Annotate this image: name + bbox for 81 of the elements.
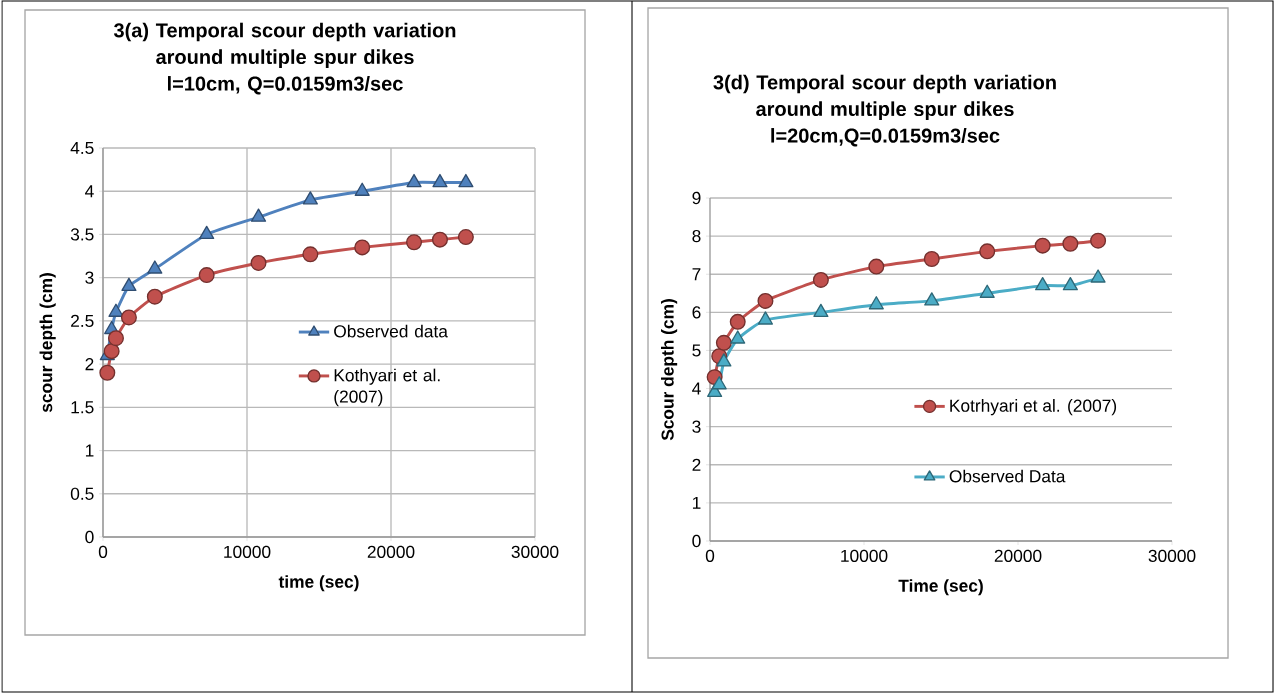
x-tick-label: 30000: [511, 545, 559, 558]
y-tick-label: 0: [692, 534, 701, 548]
point: [147, 260, 163, 274]
y-axis-title: scour depth (cm): [39, 273, 56, 413]
y-axis-title: Scour depth (cm): [661, 299, 678, 441]
point: [1090, 232, 1107, 249]
point: [250, 254, 267, 271]
point: [199, 225, 215, 240]
y-tick-label: 3: [85, 271, 94, 284]
x-tick-label: 30000: [1148, 549, 1196, 562]
x-tick-label: 10000: [224, 545, 271, 558]
y-tick-label: 3: [692, 420, 701, 433]
y-tick-label: 8: [692, 229, 701, 243]
y-tick-label: 2: [85, 358, 94, 371]
point: [924, 292, 940, 306]
x-axis-title: time (sec): [278, 575, 359, 592]
legend-label: Kothyari et al. (2007): [334, 368, 440, 407]
point: [1062, 235, 1079, 252]
y-tick-label: 1: [85, 444, 94, 457]
point: [757, 311, 774, 325]
point: [121, 277, 137, 291]
point: [457, 229, 474, 246]
chart-subtitle: l=10cm, Q=0.0159m3/sec: [167, 76, 403, 95]
point: [431, 231, 448, 248]
y-tick-label: 9: [692, 191, 701, 205]
point: [868, 258, 885, 275]
point: [923, 250, 940, 267]
y-tick-label: 4: [692, 382, 701, 395]
point: [146, 288, 163, 305]
y-tick-label: 0.5: [70, 487, 94, 500]
point: [1062, 276, 1078, 291]
point: [1034, 237, 1051, 254]
y-tick-label: 3.5: [70, 228, 94, 241]
y-tick-label: 1: [692, 496, 701, 509]
point: [979, 284, 995, 298]
x-tick-label: 20000: [994, 549, 1042, 562]
point: [715, 334, 732, 351]
point: [99, 364, 116, 381]
x-tick-label: 20000: [367, 545, 415, 558]
x-tick-label: 0: [98, 545, 108, 558]
y-tick-label: 7: [692, 268, 701, 281]
point: [107, 330, 124, 347]
x-tick-label: 10000: [841, 549, 888, 562]
legend-label: Observed Data: [949, 469, 1066, 483]
point: [458, 173, 474, 188]
point: [302, 246, 319, 263]
legend-label: Observed data: [334, 324, 448, 338]
point: [354, 239, 371, 256]
y-tick-label: 6: [692, 306, 701, 319]
point: [730, 330, 746, 344]
y-tick-label: 0: [85, 530, 94, 544]
point: [432, 173, 448, 188]
point: [716, 353, 732, 367]
point: [108, 303, 124, 317]
y-tick-label: 5: [692, 344, 701, 357]
point: [812, 271, 829, 288]
y-tick-label: 4: [85, 185, 94, 198]
point: [406, 173, 422, 188]
point: [250, 208, 267, 222]
point: [354, 182, 370, 196]
point: [103, 343, 120, 360]
y-tick-label: 2.5: [71, 314, 94, 328]
x-tick-label: 0: [705, 549, 715, 562]
point: [868, 296, 884, 310]
point: [711, 376, 727, 390]
y-tick-label: 4.5: [70, 141, 94, 155]
chart-subtitle: l=20cm,Q=0.0159m3/sec: [771, 128, 1000, 147]
x-axis-title: Time (sec): [898, 579, 983, 596]
y-tick-label: 1.5: [71, 401, 94, 414]
point: [198, 267, 215, 284]
legend-label: Kotrhyari et al. (2007): [950, 399, 1117, 416]
point: [757, 292, 774, 309]
point: [1035, 276, 1051, 291]
point: [120, 309, 137, 326]
point: [979, 243, 996, 260]
point: [406, 234, 423, 251]
point: [729, 313, 746, 330]
point: [302, 191, 318, 205]
point: [813, 303, 829, 318]
point: [1090, 269, 1106, 283]
y-tick-label: 2: [692, 458, 701, 471]
